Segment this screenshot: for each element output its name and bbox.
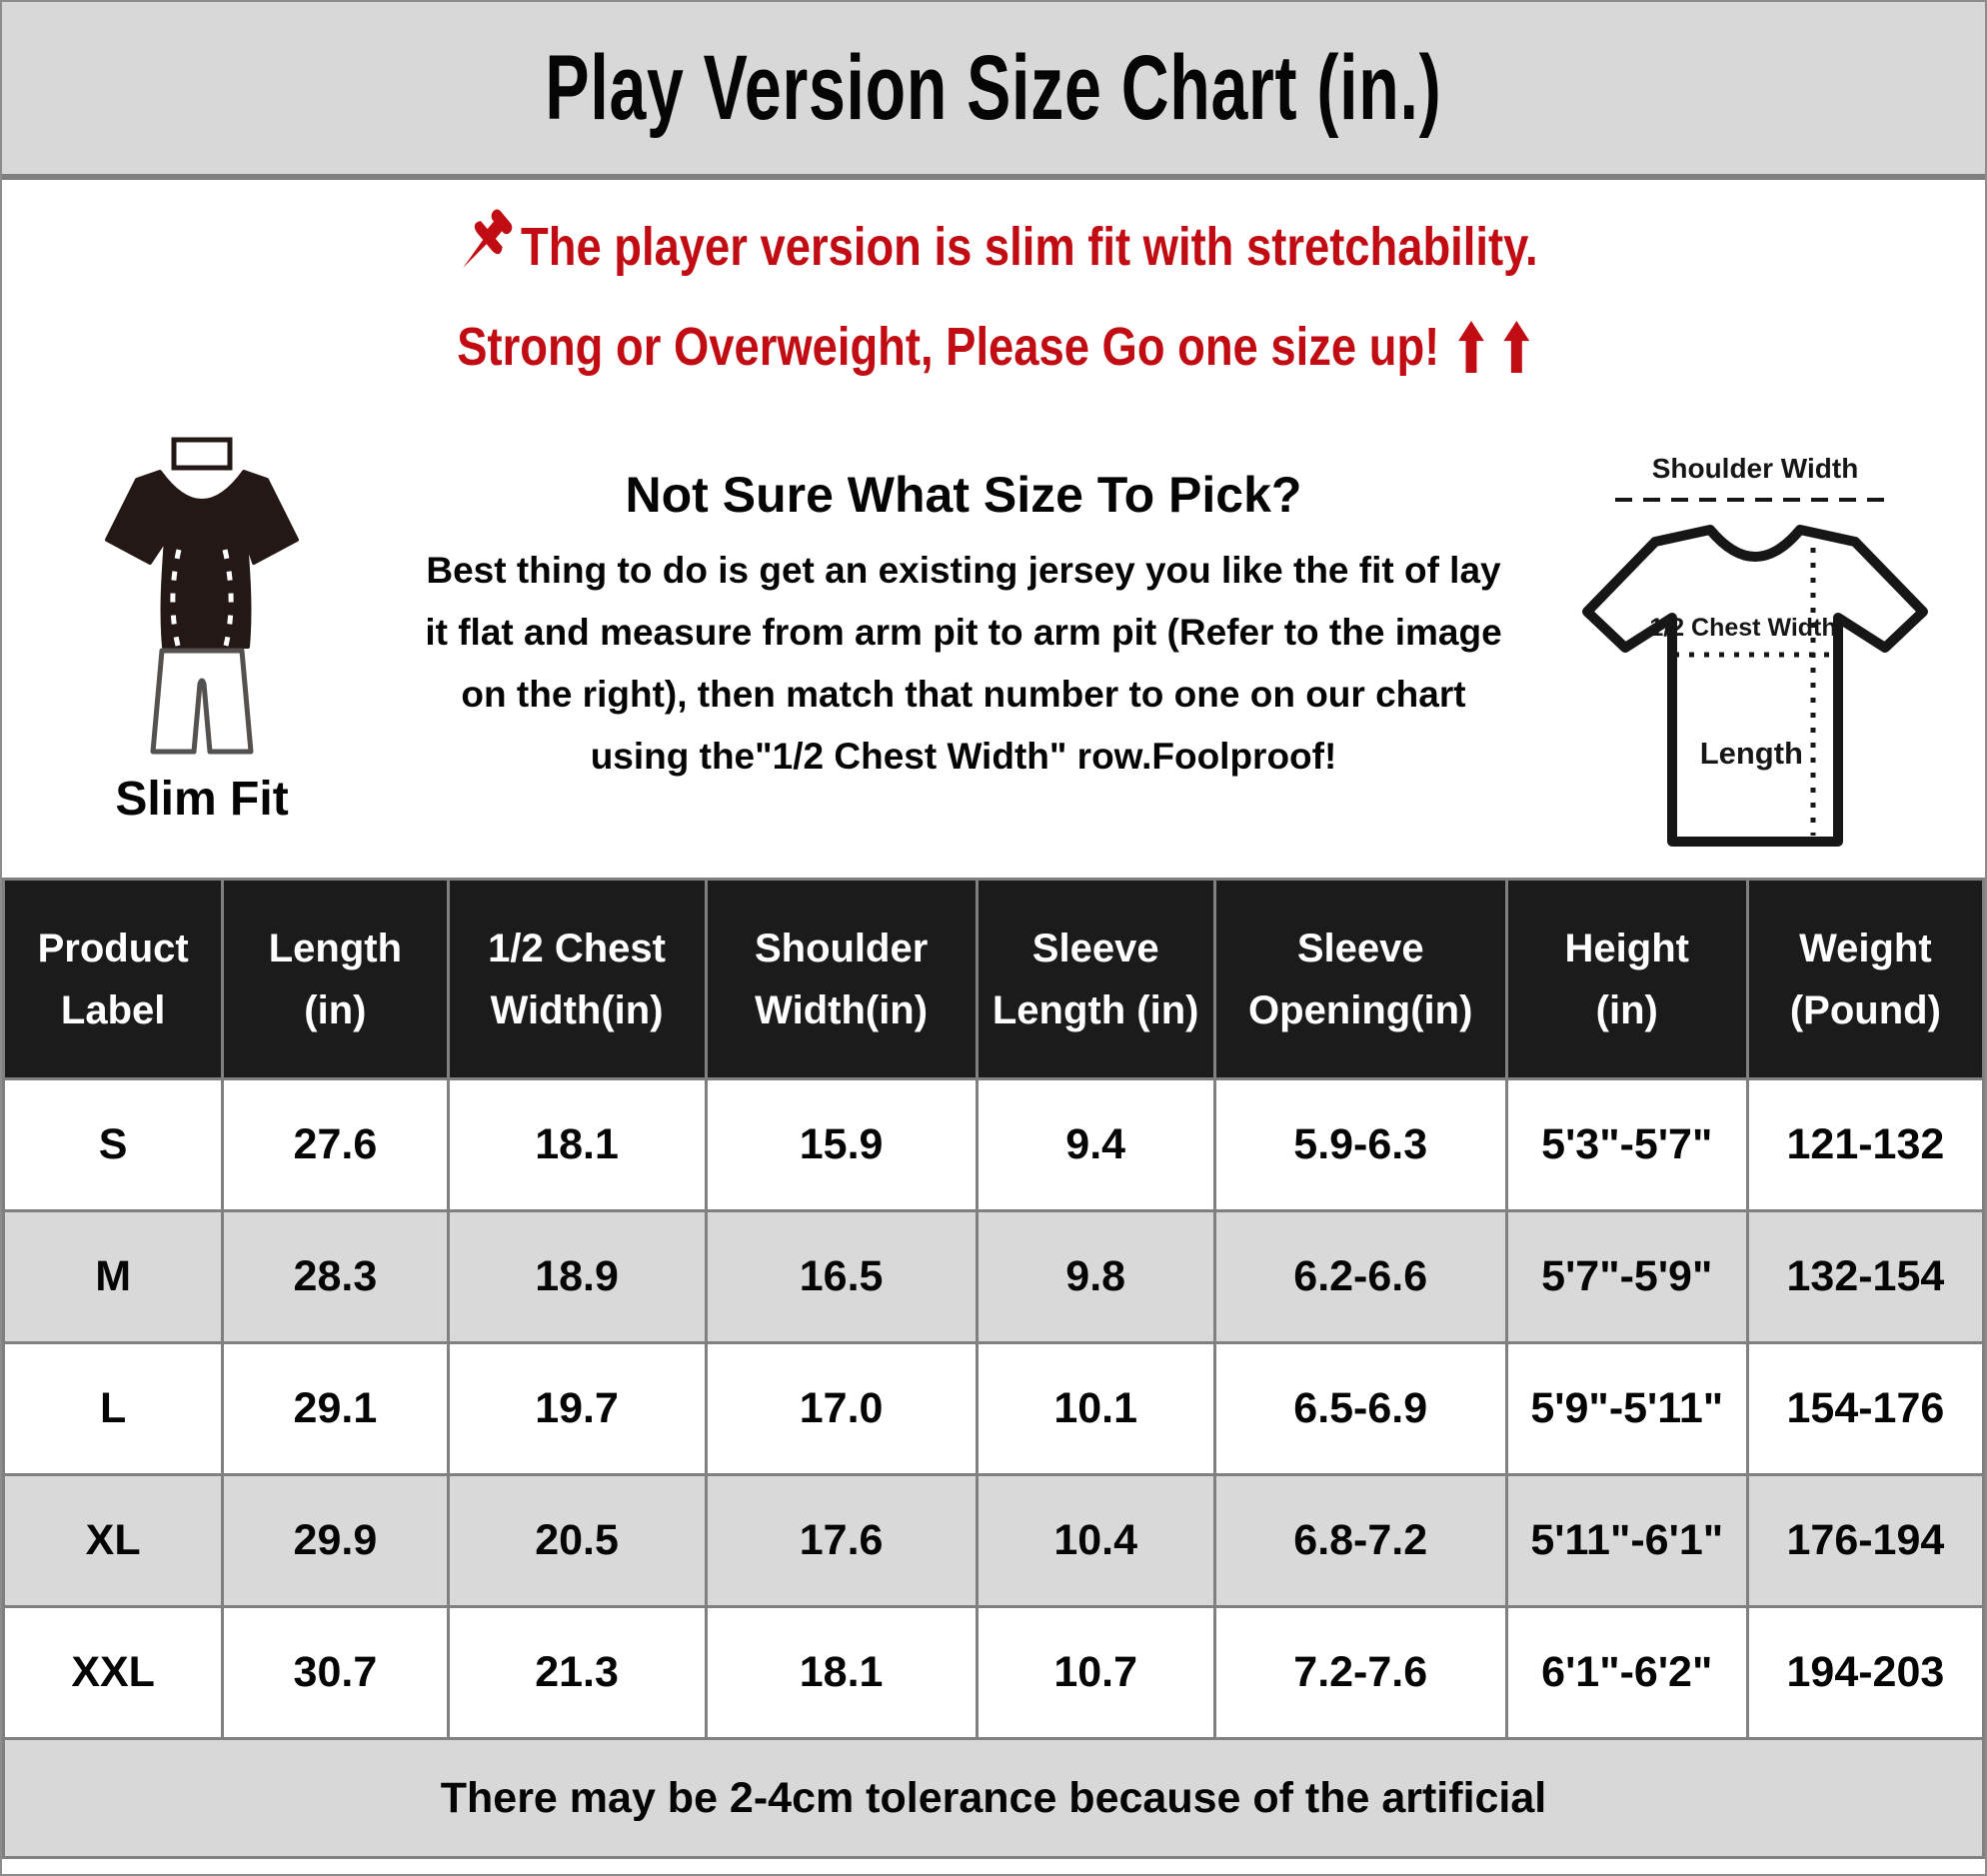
up-arrow-icon [1503,321,1530,373]
size-cell: 20.5 [446,1473,708,1608]
size-cell: 5'11"-6'1" [1504,1473,1749,1608]
length-label: Length [1700,736,1803,771]
pushpin-icon [463,209,513,269]
size-cell: 176-194 [1745,1473,1985,1608]
half-chest-width-label: 1/2 Chest Width [1649,614,1836,642]
slim-fit-label: Slim Fit [115,773,289,826]
size-cell: 10.7 [975,1605,1216,1740]
notice-line-2: Strong or Overweight, Please Go one size… [2,304,1985,390]
size-row-xl: XL 29.9 20.5 17.6 10.4 6.8-7.2 5'11"-6'1… [2,1473,1985,1608]
footnote-row: There may be 2-4cm tolerance because of … [2,1737,1985,1859]
column-header-shoulder-width: Shoulder Width(in) [704,878,979,1080]
column-header-length: Length (in) [221,878,450,1080]
size-table: Product Label Length (in) 1/2 Chest Width(i… [2,878,1985,1859]
size-cell: 16.5 [704,1209,979,1344]
column-header-sleeve-opening: Sleeve Opening(in) [1212,878,1508,1080]
page-title: Play Version Size Chart (in.) [545,36,1442,139]
size-cell: XXL [2,1605,225,1740]
size-cell: 29.9 [221,1473,450,1608]
size-cell: 132-154 [1745,1209,1985,1344]
size-cell: 18.1 [446,1077,708,1212]
size-cell: 19.7 [446,1341,708,1476]
shirt-measurement-diagram: Shoulder Width 1/2 Chest Width Length [1582,453,1928,847]
column-header-weight: Weight (Pound) [1745,878,1985,1080]
size-cell: 9.4 [975,1077,1216,1212]
size-cell: 6.5-6.9 [1212,1341,1508,1476]
size-cell: 5'3"-5'7" [1504,1077,1749,1212]
size-help-heading: Not Sure What Size To Pick? [625,467,1302,523]
shoulder-width-label: Shoulder Width [1652,453,1859,484]
shirt-outline [1582,525,1928,847]
info-columns: Slim Fit Not Sure What Size To Pick? Bes… [2,424,1985,872]
size-cell: 5'9"-5'11" [1504,1341,1749,1476]
size-help: Not Sure What Size To Pick? Best thing t… [402,424,1525,872]
size-cell: 28.3 [221,1209,450,1344]
size-cell: 6.8-7.2 [1212,1473,1508,1608]
size-cell: 7.2-7.6 [1212,1605,1508,1740]
size-row-xxl: XXL 30.7 21.3 18.1 10.7 7.2-7.6 6'1"-6'2… [2,1605,1985,1740]
size-cell: 194-203 [1745,1605,1985,1740]
column-header-sleeve-length: Sleeve Length (in) [975,878,1216,1080]
column-header-height: Height (in) [1504,878,1749,1080]
size-cell: XL [2,1473,225,1608]
size-cell: 18.9 [446,1209,708,1344]
size-cell: 21.3 [446,1605,708,1740]
size-cell: 6.2-6.6 [1212,1209,1508,1344]
size-cell: 121-132 [1745,1077,1985,1212]
size-cell: 30.7 [221,1605,450,1740]
size-cell: S [2,1077,225,1212]
notice-line-1: The player version is slim fit with stre… [2,204,1985,290]
notice-text-1: The player version is slim fit with stre… [521,217,1538,277]
size-cell: M [2,1209,225,1344]
size-cell: 15.9 [704,1077,979,1212]
slim-fit-icon [105,437,299,755]
content-area: The player version is slim fit with stre… [2,180,1985,878]
up-arrow-icon [1458,321,1484,373]
notice-text-2: Strong or Overweight, Please Go one size… [457,317,1440,377]
size-cell: 18.1 [704,1605,979,1740]
size-cell: 5'7"-5'9" [1504,1209,1749,1344]
size-cell: 29.1 [221,1341,450,1476]
size-cell: 9.8 [975,1209,1216,1344]
size-cell: 17.0 [704,1341,979,1476]
size-cell: 10.4 [975,1473,1216,1608]
size-cell: 6'1"-6'2" [1504,1605,1749,1740]
size-row-s: S 27.6 18.1 15.9 9.4 5.9-6.3 5'3"-5'7" 1… [2,1077,1985,1212]
size-row-m: M 28.3 18.9 16.5 9.8 6.2-6.6 5'7"-5'9" 1… [2,1209,1985,1344]
title-divider [2,174,1985,180]
size-cell: 17.6 [704,1473,979,1608]
size-cell: 27.6 [221,1077,450,1212]
tolerance-footnote: There may be 2-4cm tolerance because of … [2,1737,1985,1859]
size-cell: 5.9-6.3 [1212,1077,1508,1212]
size-cell: 10.1 [975,1341,1216,1476]
size-cell: L [2,1341,225,1476]
column-header-half-chest-width: 1/2 Chest Width(in) [446,878,708,1080]
header-row: Product Label Length (in) 1/2 Chest Width(i… [2,878,1985,1080]
title-band: Play Version Size Chart (in.) [2,2,1985,174]
shirt-diagram-area: Shoulder Width 1/2 Chest Width Length [1525,424,1985,872]
size-cell: 154-176 [1745,1341,1985,1476]
slim-fit-figure: Slim Fit [2,424,402,872]
size-row-l: L 29.1 19.7 17.0 10.1 6.5-6.9 5'9"-5'11"… [2,1341,1985,1476]
column-header-product-label: Product Label [2,878,225,1080]
size-help-body: Best thing to do is get an existing jers… [425,550,1502,778]
